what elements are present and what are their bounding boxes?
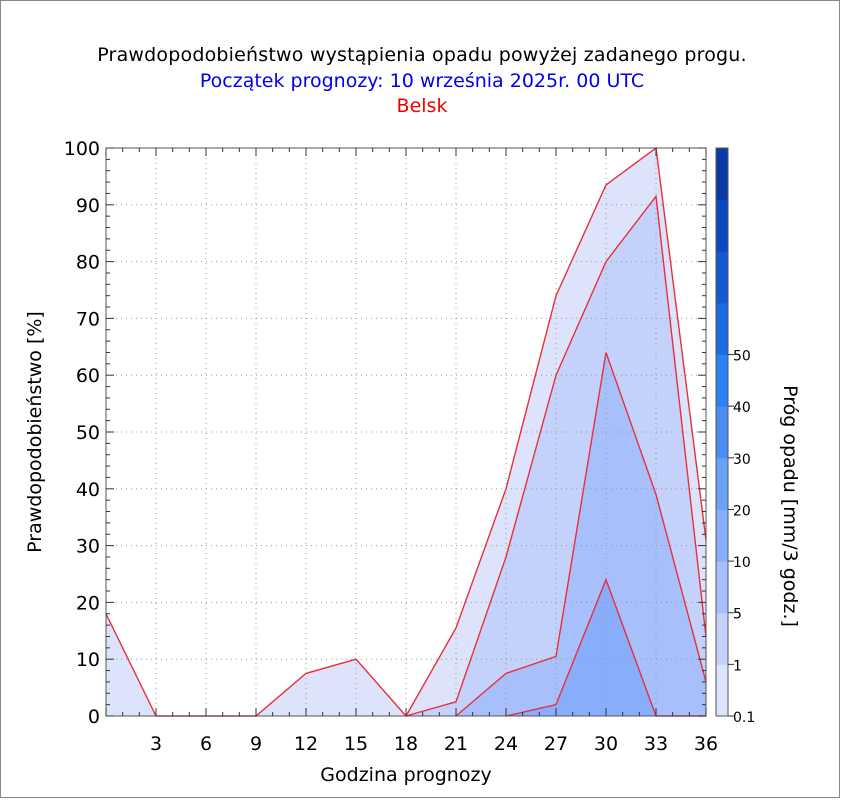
y-tick-label: 10	[76, 649, 100, 671]
x-tick-label: 21	[444, 733, 468, 755]
x-tick-label: 6	[200, 733, 212, 755]
colorbar-tick-label: 5	[733, 607, 742, 623]
forecast-start-subtitle: Początek prognozy: 10 września 2025r. 00…	[199, 70, 645, 92]
y-tick-label: 80	[76, 252, 100, 274]
colorbar-border	[715, 147, 729, 717]
colorbar-tick-label: 40	[733, 400, 751, 416]
x-tick-label: 33	[644, 733, 668, 755]
colorbar-tick-label: 0.1	[733, 710, 755, 726]
x-tick-label: 3	[150, 733, 162, 755]
colorbar-tick-label: 10	[733, 555, 751, 571]
colorbar-segment	[716, 302, 728, 356]
threshold-colorbar: 0.1 1 5 10 20 30 40 50	[715, 147, 755, 726]
x-tick-label: 12	[294, 733, 318, 755]
colorbar-segment	[716, 509, 728, 562]
colorbar-tick-label: 50	[733, 349, 751, 365]
y-tick-label: 50	[76, 422, 100, 444]
y-tick-label: 30	[76, 536, 100, 558]
colorbar-segment	[716, 354, 728, 407]
area-threshold-1	[106, 196, 706, 716]
chart-title: Prawdopodobieństwo wystąpienia opadu pow…	[97, 44, 747, 66]
y-tick-label: 100	[64, 138, 100, 160]
colorbar-segment	[716, 561, 728, 614]
colorbar-segment	[716, 664, 728, 717]
x-tick-label: 30	[594, 733, 618, 755]
y-tick-label: 70	[76, 308, 100, 330]
y-axis-label: Prawdopodobieństwo [%]	[24, 311, 46, 553]
colorbar-tick-label: 30	[733, 452, 751, 468]
y-tick-label: 40	[76, 479, 100, 501]
x-tick-label: 15	[344, 733, 368, 755]
y-tick-label: 0	[88, 706, 100, 728]
colorbar-tick-label: 20	[733, 503, 751, 519]
x-tick-label: 18	[394, 733, 418, 755]
colorbar-segment	[716, 406, 728, 459]
x-axis-label: Godzina prognozy	[320, 764, 491, 786]
colorbar-segment	[716, 199, 728, 252]
y-tick-label: 90	[76, 195, 100, 217]
y-tick-label: 60	[76, 365, 100, 387]
area-threshold-10	[106, 579, 706, 716]
area-threshold-5	[106, 352, 706, 716]
grid-lines	[106, 148, 706, 716]
outline-threshold-5	[455, 352, 707, 717]
location-label: Belsk	[396, 95, 448, 117]
colorbar-segment	[716, 148, 728, 201]
x-tick-label: 36	[694, 733, 718, 755]
y-tick-label: 20	[76, 592, 100, 614]
colorbar-label: Próg opadu [mm/3 godz.]	[779, 385, 801, 627]
x-tick-label: 27	[544, 733, 568, 755]
colorbar-tick-label: 1	[733, 658, 742, 674]
x-tick-label: 24	[494, 733, 518, 755]
colorbar-segment	[716, 457, 728, 510]
outline-threshold-1	[405, 194, 707, 717]
axes: 3 6 9 12 15 18 21 24 27 30 33 360102030405060708090…	[64, 138, 718, 755]
colorbar-segment	[716, 251, 728, 304]
colorbar-segment	[716, 612, 728, 665]
x-tick-label: 9	[250, 733, 262, 755]
